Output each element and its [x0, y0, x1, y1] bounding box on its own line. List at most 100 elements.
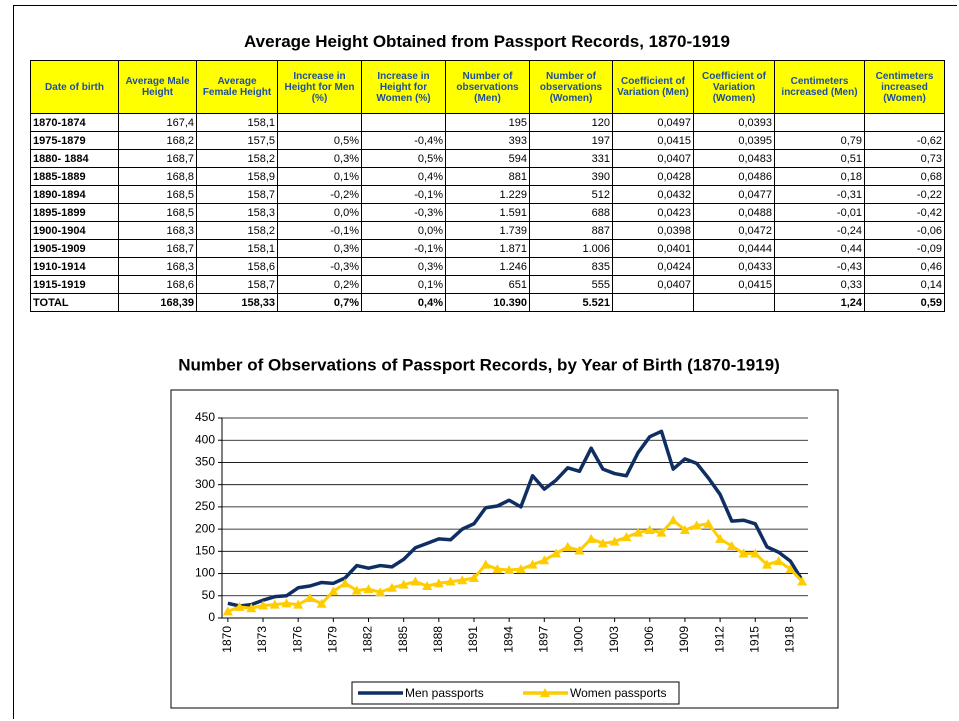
- point-marker: [480, 559, 491, 569]
- x-tick-label: 1873: [255, 626, 269, 653]
- header-cell: Increase in Height for Men (%): [277, 60, 362, 114]
- table-row: 1975-1879 168,2 157,5 0,5% -0,4% 393 197 0,0415…: [30, 131, 945, 150]
- point-marker: [422, 581, 433, 590]
- point-marker: [258, 600, 269, 610]
- x-tick-label: 1900: [572, 626, 586, 653]
- x-tick-label: 1882: [361, 626, 375, 653]
- point-marker: [527, 559, 538, 569]
- table-cell: 1915-1919: [30, 275, 119, 294]
- table-cell: 1.871: [445, 239, 530, 258]
- table-cell: 0,0424: [612, 257, 694, 276]
- table-cell: 0,1%: [361, 275, 446, 294]
- x-tick-label: 1879: [326, 626, 340, 653]
- table-cell: 0,0477: [693, 185, 775, 204]
- table-cell: 0,0423: [612, 203, 694, 222]
- point-marker: [363, 584, 374, 594]
- table-cell: 0,3%: [277, 239, 362, 258]
- x-tick-label: 1891: [466, 626, 480, 653]
- table-cell: 0,79: [774, 131, 865, 150]
- x-tick-label: 1912: [712, 626, 726, 653]
- table-cell: 0,5%: [361, 149, 446, 168]
- page-frame: [13, 5, 957, 719]
- point-marker: [726, 541, 737, 550]
- point-marker: [304, 593, 315, 602]
- table-row: 1880- 1884 168,7 158,2 0,3% 0,5% 594 331 0,0407…: [30, 149, 945, 168]
- header-cell: Number of observations (Women): [529, 60, 613, 114]
- table-row: TOTAL 168,39 158,33 0,7% 0,4% 10.390 5.521 1,24…: [30, 293, 945, 312]
- point-marker: [715, 533, 726, 543]
- header-cell: Date of birth: [30, 60, 119, 114]
- point-marker: [328, 586, 339, 596]
- table-cell: 1.006: [529, 239, 613, 258]
- point-marker: [468, 573, 479, 582]
- point-marker: [504, 565, 515, 574]
- point-marker: [433, 578, 444, 588]
- series-line: [227, 429, 804, 608]
- x-tick-label: 1903: [607, 626, 621, 653]
- table-cell: 158,9: [196, 167, 278, 186]
- table-cell: 158,33: [196, 293, 278, 312]
- table-cell: 168,5: [118, 203, 197, 222]
- table-cell: 0,46: [864, 257, 945, 276]
- header-cell: Number of observations (Men): [445, 60, 530, 114]
- table-row: 1915-1919 168,6 158,7 0,2% 0,1% 651 555 0,0407 0…: [30, 275, 945, 294]
- chart-frame: [170, 389, 839, 709]
- point-marker: [386, 582, 397, 592]
- table-row: 1895-1899 168,5 158,3 0,0% -0,3% 1.591 688 0,04…: [30, 203, 945, 222]
- x-tick-label: 1888: [431, 626, 445, 653]
- y-tick-label: 250: [195, 499, 215, 513]
- point-marker: [785, 564, 796, 574]
- point-marker: [597, 538, 608, 548]
- chart-title: Number of Observations of Passport Recor…: [178, 355, 779, 374]
- table-cell: 168,7: [118, 149, 197, 168]
- table-cell: 10.390: [445, 293, 530, 312]
- header-cell: Coefficient of Variation (Women): [693, 60, 775, 114]
- point-marker: [410, 576, 421, 586]
- table-cell: 688: [529, 203, 613, 222]
- x-tick-label: 1918: [783, 626, 797, 653]
- y-tick-label: 150: [195, 544, 215, 558]
- point-marker: [492, 564, 503, 574]
- table-cell: 1905-1909: [30, 239, 119, 258]
- point-marker: [269, 599, 280, 609]
- point-marker: [797, 576, 808, 586]
- table-row: 1885-1889 168,8 158,9 0,1% 0,4% 881 390 0,0428 0…: [30, 167, 945, 186]
- point-marker: [633, 527, 644, 537]
- series-line: [227, 518, 804, 613]
- point-marker: [691, 520, 702, 530]
- y-tick-label: 0: [208, 610, 215, 624]
- point-marker: [586, 533, 597, 543]
- point-marker: [281, 598, 292, 608]
- point-marker: [246, 603, 257, 613]
- point-marker: [445, 576, 456, 586]
- table-cell: 0,0497: [612, 113, 694, 132]
- table-cell: 1,24: [774, 293, 865, 312]
- table-cell: 1880- 1884: [30, 149, 119, 168]
- point-marker: [316, 598, 327, 608]
- point-marker: [679, 525, 690, 534]
- x-tick-label: 1894: [501, 626, 515, 653]
- table-cell: 0,4%: [361, 293, 446, 312]
- legend-label: Women passports: [570, 686, 667, 700]
- table-cell: 5.521: [529, 293, 613, 312]
- table-cell: -0,3%: [277, 257, 362, 276]
- point-marker: [539, 555, 550, 565]
- table-cell: 0,0395: [693, 131, 775, 150]
- x-tick-label: 1876: [290, 626, 304, 653]
- y-tick-label: 400: [195, 432, 215, 446]
- table-cell: 0,59: [864, 293, 945, 312]
- point-marker: [222, 606, 233, 616]
- table-row: 1890-1894 168,5 158,7 -0,2% -0,1% 1.229 512 0,0…: [30, 185, 945, 204]
- point-marker: [234, 601, 245, 611]
- point-marker: [703, 518, 714, 528]
- legend-label: Men passports: [405, 686, 484, 700]
- point-marker: [398, 579, 409, 589]
- table-cell: -0,24: [774, 221, 865, 240]
- legend-box: [351, 681, 680, 705]
- point-marker: [761, 559, 772, 569]
- y-tick-label: 300: [195, 477, 215, 491]
- table-cell: 0,0488: [693, 203, 775, 222]
- y-tick-label: 50: [202, 588, 216, 602]
